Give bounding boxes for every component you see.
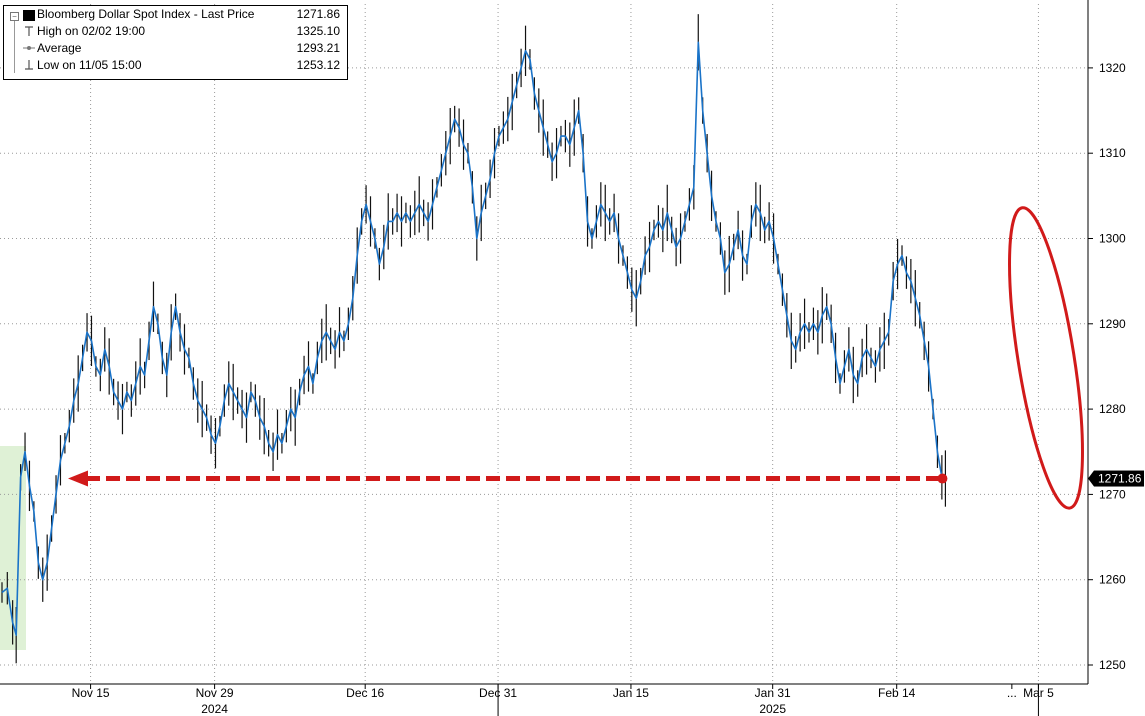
x-tick-label: Nov 15 <box>72 686 110 700</box>
x-tick-label: Dec 16 <box>346 686 384 700</box>
y-tick-label: 1280 <box>1099 402 1126 416</box>
legend-last-value: 1271.86 <box>296 7 340 21</box>
x-tick-label: Feb 14 <box>878 686 916 700</box>
arrow-head-icon <box>68 470 88 487</box>
last-price-tag-pointer <box>1088 470 1094 487</box>
x-tick-label: Jan 15 <box>613 686 649 700</box>
y-tick-label: 1250 <box>1099 658 1126 672</box>
price-line <box>1 41 946 636</box>
arrow-origin-dot <box>937 473 948 484</box>
legend-low-value: 1253.12 <box>296 58 340 72</box>
legend-row-low: Low on 11/05 15:00 1253.12 <box>4 57 347 74</box>
y-tick-label: 1310 <box>1099 146 1126 160</box>
y-tick-label: 1320 <box>1099 61 1126 75</box>
x-axis: Nov 15 Nov 29 Dec 16 Dec 31 Jan 15 Jan 31 Feb … <box>72 684 1054 716</box>
annotations <box>68 206 1084 510</box>
y-axis: 1250 1260 1270 1280 1290 1300 1310 1320 <box>1088 61 1126 672</box>
legend-low-label: Low on 11/05 15:00 <box>37 58 142 72</box>
last-price-tag-group: 1271.86 <box>1088 470 1144 487</box>
last-price-tag <box>1094 470 1144 487</box>
y-tick-label: 1300 <box>1099 232 1126 246</box>
legend-high-label: High on 02/02 19:00 <box>37 24 146 38</box>
y-tick-label: 1270 <box>1099 487 1126 501</box>
y-tick-label: 1260 <box>1099 573 1126 587</box>
price-series <box>1 14 947 664</box>
low-marker-icon <box>25 60 33 70</box>
x-year-label: 2025 <box>759 702 786 716</box>
x-year-label: 2024 <box>201 702 228 716</box>
legend-row-average: Average 1293.21 <box>4 40 347 57</box>
y-tick-label: 1290 <box>1099 317 1126 331</box>
legend: − Bloomberg Dollar Spot Index - Last Pri… <box>3 5 348 80</box>
legend-average-label: Average <box>37 41 82 55</box>
average-marker-icon <box>23 46 35 50</box>
legend-row-series: Bloomberg Dollar Spot Index - Last Price… <box>4 6 347 23</box>
legend-title: Bloomberg Dollar Spot Index - Last Price <box>37 7 255 21</box>
gridlines <box>0 4 1088 684</box>
legend-tree-line <box>14 21 15 73</box>
last-price-tag-text: 1271.86 <box>1098 472 1142 486</box>
x-tick-label: Nov 29 <box>196 686 234 700</box>
x-tick-label: Jan 31 <box>755 686 791 700</box>
highlight-ellipse <box>1008 206 1084 510</box>
legend-high-value: 1325.10 <box>296 24 340 38</box>
high-marker-icon <box>25 26 33 36</box>
collapse-icon[interactable]: − <box>10 12 19 21</box>
x-tick-label: ... <box>1007 686 1017 700</box>
series-swatch-icon <box>23 10 35 21</box>
legend-row-high: High on 02/02 19:00 1325.10 <box>4 23 347 40</box>
chart-frame <box>0 0 1089 685</box>
legend-average-value: 1293.21 <box>296 41 340 55</box>
